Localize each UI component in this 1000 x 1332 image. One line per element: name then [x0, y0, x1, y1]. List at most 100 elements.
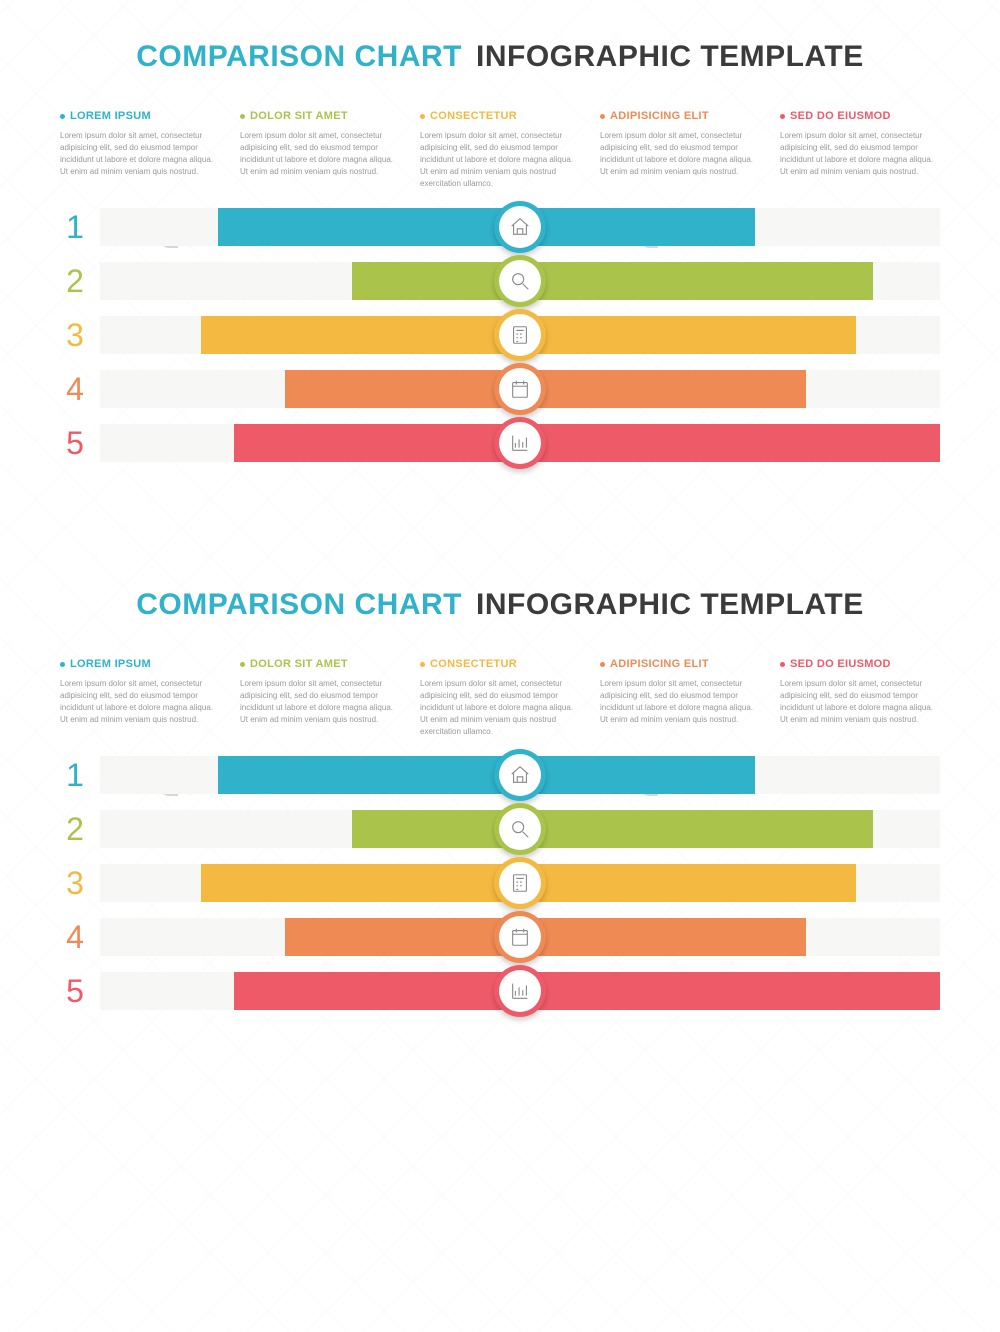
column: DOLOR SIT AMET Lorem ipsum dolor sit amet… [240, 658, 400, 738]
bullet-icon [600, 114, 605, 119]
bar-fill [352, 262, 873, 300]
title-left: COMPARISON CHART [136, 40, 462, 73]
bar-fill [234, 972, 940, 1010]
bar-number: 4 [60, 918, 90, 956]
bar-circle [494, 255, 546, 307]
home-icon [509, 216, 531, 238]
column-label: ADIPISICING ELIT [610, 110, 709, 122]
bar-circle [494, 417, 546, 469]
bar-row: 2 [100, 262, 940, 300]
column-title: CONSECTETUR [420, 110, 580, 122]
columns: LOREM IPSUM Lorem ipsum dolor sit amet, c… [60, 658, 940, 738]
column: SED DO EIUSMODLorem ipsum dolor sit amet… [780, 658, 940, 738]
column-label: LOREM IPSUM [70, 658, 151, 670]
bar-number: 1 [60, 208, 90, 246]
bar-number: 2 [60, 262, 90, 300]
column-body: Lorem ipsum dolor sit amet, consectetur … [420, 130, 580, 190]
title-right: INFOGRAPHIC TEMPLATE [476, 588, 864, 621]
bar-circle [494, 911, 546, 963]
column-title: SED DO EIUSMOD [780, 658, 940, 670]
bar-row: 4 [100, 370, 940, 408]
bar-circle-inner [499, 314, 541, 356]
calculator-icon [509, 872, 531, 894]
column-body: Lorem ipsum dolor sit amet, consectetur … [60, 678, 220, 726]
bar-number: 1 [60, 756, 90, 794]
column-title: ADIPISICING ELIT [600, 110, 760, 122]
bar-number: 2 [60, 810, 90, 848]
bar-circle-inner [499, 368, 541, 410]
bar-row: 3 [100, 316, 940, 354]
column-title: SED DO EIUSMOD [780, 110, 940, 122]
bar-circle-inner [499, 862, 541, 904]
calendar-icon [509, 378, 531, 400]
bar-circle-inner [499, 754, 541, 796]
calendar-icon [509, 926, 531, 948]
infographic-panel: COMPARISON CHARTINFOGRAPHIC TEMPLATE LORE… [0, 0, 1000, 508]
bullet-icon [60, 114, 65, 119]
bar-circle [494, 363, 546, 415]
bar-circle-inner [499, 808, 541, 850]
column: LOREM IPSUM Lorem ipsum dolor sit amet, c… [60, 110, 220, 190]
bar-circle-inner [499, 970, 541, 1012]
chart-icon [509, 432, 531, 454]
column-body: Lorem ipsum dolor sit amet, consectetur … [240, 130, 400, 178]
bullet-icon [420, 662, 425, 667]
column-body: Lorem ipsum dolor sit amet, consectetur … [60, 130, 220, 178]
bullet-icon [240, 114, 245, 119]
bar-fill [218, 756, 756, 794]
column-body: Lorem ipsum dolor sit amet, consectetur … [600, 678, 760, 726]
bar-row: 4 [100, 918, 940, 956]
column-title: DOLOR SIT AMET [240, 110, 400, 122]
column: SED DO EIUSMODLorem ipsum dolor sit amet… [780, 110, 940, 190]
column: LOREM IPSUM Lorem ipsum dolor sit amet, c… [60, 658, 220, 738]
bar-row: 3 [100, 864, 940, 902]
bullet-icon [240, 662, 245, 667]
bullet-icon [600, 662, 605, 667]
bar-circle-inner [499, 206, 541, 248]
calculator-icon [509, 324, 531, 346]
column-label: SED DO EIUSMOD [790, 110, 891, 122]
bar-number: 5 [60, 972, 90, 1010]
bars-area: 1 2 3 4 5 [100, 208, 940, 462]
bullet-icon [780, 114, 785, 119]
column-title: LOREM IPSUM [60, 110, 220, 122]
search-icon [509, 818, 531, 840]
column-label: DOLOR SIT AMET [250, 110, 348, 122]
bar-number: 3 [60, 316, 90, 354]
column: DOLOR SIT AMET Lorem ipsum dolor sit amet… [240, 110, 400, 190]
bar-row: 1 [100, 756, 940, 794]
bar-row: 5 [100, 424, 940, 462]
column: ADIPISICING ELIT Lorem ipsum dolor sit am… [600, 110, 760, 190]
column-title: DOLOR SIT AMET [240, 658, 400, 670]
bar-row: 2 [100, 810, 940, 848]
column-label: SED DO EIUSMOD [790, 658, 891, 670]
search-icon [509, 270, 531, 292]
bar-row: 5 [100, 972, 940, 1010]
bar-fill [352, 810, 873, 848]
title-left: COMPARISON CHART [136, 588, 462, 621]
bar-fill [218, 208, 756, 246]
column-body: Lorem ipsum dolor sit amet, consectetur … [240, 678, 400, 726]
bullet-icon [60, 662, 65, 667]
bar-fill [234, 424, 940, 462]
bar-number: 4 [60, 370, 90, 408]
bullet-icon [420, 114, 425, 119]
bar-circle-inner [499, 916, 541, 958]
column-title: LOREM IPSUM [60, 658, 220, 670]
column-label: ADIPISICING ELIT [610, 658, 709, 670]
bar-circle [494, 309, 546, 361]
columns: LOREM IPSUM Lorem ipsum dolor sit amet, c… [60, 110, 940, 190]
column: CONSECTETURLorem ipsum dolor sit amet, c… [420, 658, 580, 738]
column-body: Lorem ipsum dolor sit amet, consectetur … [600, 130, 760, 178]
bar-circle [494, 749, 546, 801]
bar-row: 1 [100, 208, 940, 246]
home-icon [509, 764, 531, 786]
bars-area: 1 2 3 4 5 [100, 756, 940, 1010]
bar-circle [494, 965, 546, 1017]
title-row: COMPARISON CHARTINFOGRAPHIC TEMPLATE [60, 40, 940, 74]
bar-number: 5 [60, 424, 90, 462]
bar-circle-inner [499, 260, 541, 302]
bar-circle [494, 857, 546, 909]
bullet-icon [780, 662, 785, 667]
column-label: CONSECTETUR [430, 658, 517, 670]
